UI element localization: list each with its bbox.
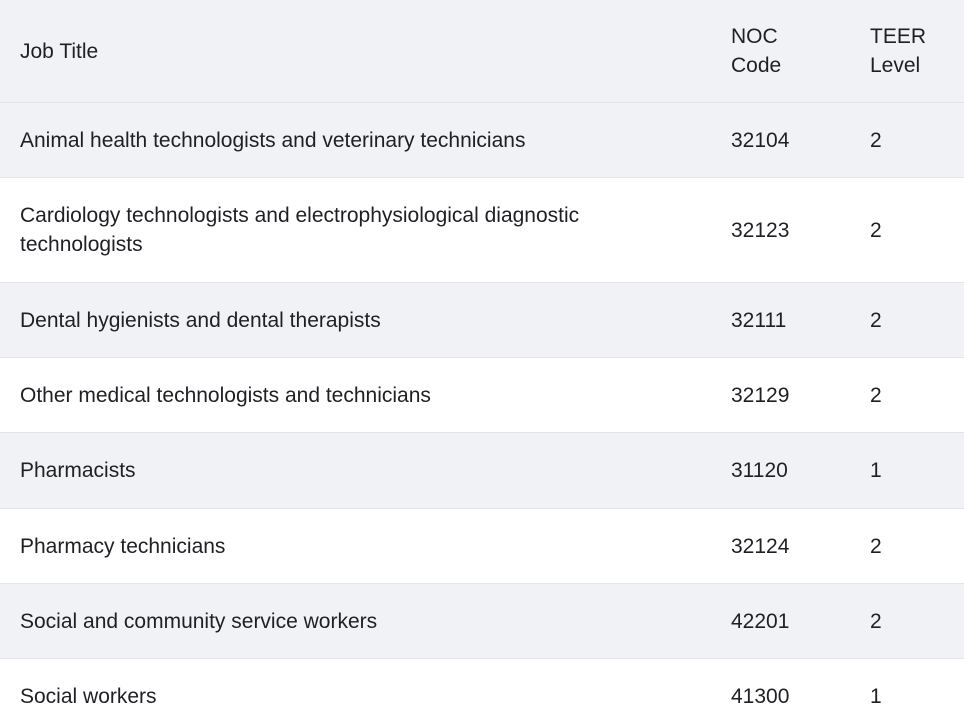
job-title: Animal health technologists and veterina…	[20, 128, 526, 152]
teer-level-cell: 2	[870, 178, 960, 282]
job-title: Pharmacists	[20, 459, 136, 482]
noc-code: 31120	[731, 459, 788, 482]
noc-code-cell: 32123	[731, 178, 851, 282]
job-title: Other medical technologists and technici…	[20, 383, 431, 407]
header-job-title: Job Title	[20, 0, 670, 102]
noc-code: 32129	[731, 383, 790, 407]
job-title-cell: Social workers	[20, 659, 670, 724]
header-teer-level: TEER Level	[870, 0, 960, 102]
table-row: Social and community service workers 422…	[0, 584, 964, 659]
noc-code: 32124	[731, 534, 790, 558]
table-row: Cardiology technologists and electrophys…	[0, 178, 964, 283]
noc-code-cell: 32111	[731, 283, 851, 357]
table-row: Other medical technologists and technici…	[0, 358, 964, 433]
job-title-cell: Other medical technologists and technici…	[20, 358, 670, 432]
job-title-cell: Dental hygienists and dental therapists	[20, 283, 670, 357]
teer-level: 1	[870, 459, 882, 482]
noc-code: 32123	[731, 218, 790, 242]
teer-level-cell: 1	[870, 659, 960, 724]
teer-level: 2	[870, 128, 882, 152]
job-title: Social workers	[20, 685, 157, 708]
job-title: Dental hygienists and dental therapists	[20, 308, 381, 332]
teer-level-cell: 2	[870, 584, 960, 658]
table-row: Social workers 41300 1	[0, 659, 964, 724]
noc-code: 32104	[731, 128, 790, 152]
table-row: Pharmacists 31120 1	[0, 433, 964, 509]
teer-level-cell: 2	[870, 283, 960, 357]
job-title: Pharmacy technicians	[20, 534, 226, 558]
teer-level: 1	[870, 685, 882, 708]
noc-code: 41300	[731, 685, 790, 708]
noc-code-cell: 32124	[731, 509, 851, 583]
header-noc-label-line2: Code	[731, 54, 782, 77]
teer-level-cell: 2	[870, 509, 960, 583]
header-noc-code: NOC Code	[731, 0, 851, 102]
noc-code-cell: 42201	[731, 584, 851, 658]
header-teer-label-line1: TEER	[870, 25, 927, 48]
noc-code-cell: 41300	[731, 659, 851, 724]
noc-code-cell: 32129	[731, 358, 851, 432]
job-title-cell: Pharmacy technicians	[20, 509, 670, 583]
teer-level: 2	[870, 218, 882, 242]
header-teer-label-line2: Level	[870, 54, 921, 77]
teer-level: 2	[870, 383, 882, 407]
teer-level-cell: 1	[870, 433, 960, 508]
job-title-line1: Cardiology technologists and electrophys…	[20, 204, 580, 227]
noc-code-cell: 31120	[731, 433, 851, 508]
job-title-cell: Social and community service workers	[20, 584, 670, 658]
teer-level: 2	[870, 308, 882, 332]
teer-level: 2	[870, 609, 882, 633]
noc-code: 42201	[731, 609, 790, 633]
job-title-cell: Cardiology technologists and electrophys…	[20, 178, 670, 282]
header-job-title-label: Job Title	[20, 39, 99, 63]
teer-level-cell: 2	[870, 103, 960, 177]
job-title: Social and community service workers	[20, 609, 378, 633]
job-title-cell: Pharmacists	[20, 433, 670, 508]
noc-code: 32111	[731, 308, 787, 332]
table-row: Pharmacy technicians 32124 2	[0, 509, 964, 584]
job-title-line2: technologists	[20, 233, 143, 256]
job-title-cell: Animal health technologists and veterina…	[20, 103, 670, 177]
table-row: Dental hygienists and dental therapists …	[0, 283, 964, 358]
header-noc-label-line1: NOC	[731, 25, 778, 48]
noc-code-cell: 32104	[731, 103, 851, 177]
table-header: Job Title NOC Code TEER Level	[0, 0, 964, 103]
teer-level-cell: 2	[870, 358, 960, 432]
teer-level: 2	[870, 534, 882, 558]
table-row: Animal health technologists and veterina…	[0, 103, 964, 178]
